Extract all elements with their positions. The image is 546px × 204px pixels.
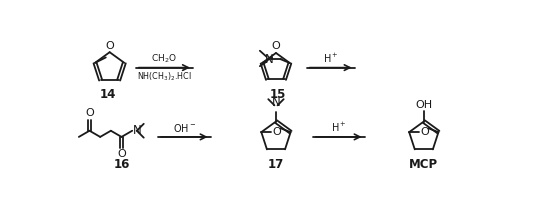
Text: MCP: MCP <box>410 159 438 171</box>
Text: O: O <box>272 127 281 137</box>
Text: NH(CH$_3$)$_2$.HCl: NH(CH$_3$)$_2$.HCl <box>137 71 192 83</box>
Text: CH$_2$O: CH$_2$O <box>151 52 177 64</box>
Text: O: O <box>85 108 94 118</box>
Text: N: N <box>265 53 274 66</box>
Text: H$^+$: H$^+$ <box>331 121 347 134</box>
Text: 17: 17 <box>268 159 284 171</box>
Text: H$^+$: H$^+$ <box>323 51 339 64</box>
Text: 14: 14 <box>100 88 116 101</box>
Text: OH$^-$: OH$^-$ <box>173 122 196 134</box>
Text: O: O <box>420 127 429 137</box>
Text: O: O <box>117 149 126 159</box>
Text: N: N <box>271 96 280 109</box>
Text: O: O <box>105 41 114 51</box>
Text: 16: 16 <box>114 159 130 171</box>
Text: N: N <box>133 124 142 137</box>
Text: 15: 15 <box>269 88 286 101</box>
Text: O: O <box>271 41 280 51</box>
Text: OH: OH <box>416 100 432 110</box>
